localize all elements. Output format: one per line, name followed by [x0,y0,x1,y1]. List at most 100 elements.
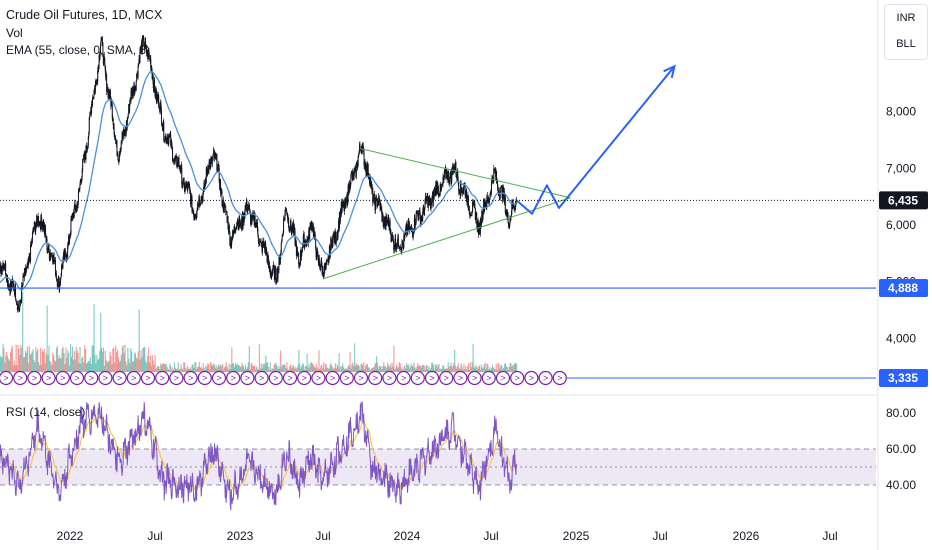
candle-body [98,54,100,69]
volume-bar [201,368,203,372]
volume-bar [107,361,109,372]
candle-body [301,252,303,253]
projection-arrowhead [663,64,676,79]
candle-body [369,176,371,186]
volume-bar [499,368,501,372]
volume-bar [168,369,170,372]
candle-body [29,256,31,260]
volume-bar [130,348,132,372]
candle-body [410,228,412,230]
candle-body [34,221,36,224]
volume-bar [399,363,401,372]
candle-body [75,208,77,212]
candle-body [453,165,455,173]
volume-bar [208,363,210,372]
candle-body [443,178,445,181]
volume-bar [375,362,377,372]
candle-body [212,158,214,160]
candle-body [261,240,263,252]
volume-bar [84,345,86,372]
candle-body [1,265,3,272]
candle-body [491,178,493,182]
volume-bar [251,363,253,372]
candle-body [129,100,131,103]
volume-bar [152,360,154,372]
candle-body [376,204,378,207]
candle-body [132,89,134,96]
currency-code[interactable]: INR [896,12,916,24]
candle-body [116,140,118,156]
volume-bar [252,366,254,372]
candle-body [69,235,71,239]
volume-bar [414,367,416,372]
volume-bar [222,369,225,372]
candle-body [130,100,132,102]
candle-body [278,257,280,270]
candle-body [459,190,461,195]
candle-body [374,194,376,204]
ema-legend[interactable]: EMA (55, close, 0, SMA, 5) [6,43,151,57]
event-marker-glyph: > [89,373,94,383]
currency-unit-selector[interactable]: INR BLL [884,4,928,60]
candle-body [172,161,174,162]
candle-body [498,191,500,199]
volume-bar [193,367,195,372]
volume-bar [231,347,233,372]
candle-body [147,50,149,60]
volume-bar [259,368,261,372]
volume-bar [441,369,443,372]
volume-bar [498,363,500,372]
event-marker [140,370,156,386]
candle-body [138,63,140,67]
candle-body [510,214,512,217]
volume-bar [173,369,175,372]
volume-bar [393,345,395,372]
volume-legend[interactable]: Vol [6,26,23,40]
volume-bar [55,347,58,372]
volume-bar [408,368,411,372]
candle-body [112,118,114,126]
volume-bar [479,365,481,372]
candle-body [315,238,317,249]
candle-body [91,103,93,114]
volume-bar [451,366,453,372]
candle-body [33,230,35,232]
rsi-legend[interactable]: RSI (14, close) [6,405,86,419]
candle-body [493,168,495,170]
volume-bar [276,365,278,372]
candle-body [282,233,284,234]
volume-bar [53,355,55,372]
symbol-title[interactable]: Crude Oil Futures, 1D, MCX [6,8,163,22]
volume-bar [119,360,121,372]
volume-bar [70,357,73,372]
volume-bar [95,363,97,372]
candle-body [462,189,464,193]
candle-body [514,206,516,209]
volume-bar [467,366,469,372]
volume-bar [57,358,59,372]
volume-bar [318,350,320,372]
candle-body [104,64,106,71]
candle-body [230,237,232,245]
candle-body [136,73,138,77]
volume-bar [311,363,314,372]
volume-bar [221,363,224,372]
volume-bar [480,364,483,372]
volume-bar [218,364,220,372]
time-tick-label: 2025 [563,529,590,543]
volume-bar [495,363,497,372]
volume-bar [189,367,191,372]
volume-bar [266,362,268,372]
volume-bar [183,362,185,372]
candle-body [299,264,301,266]
event-marker-glyph: > [429,373,434,383]
candle-body [508,222,510,228]
unit-code[interactable]: BLL [896,38,916,50]
volume-bar [372,367,374,372]
volume-bar [309,367,311,372]
candle-body [437,186,439,195]
volume-bar [491,367,493,372]
candle-body [171,146,173,149]
volume-bar [181,368,183,372]
